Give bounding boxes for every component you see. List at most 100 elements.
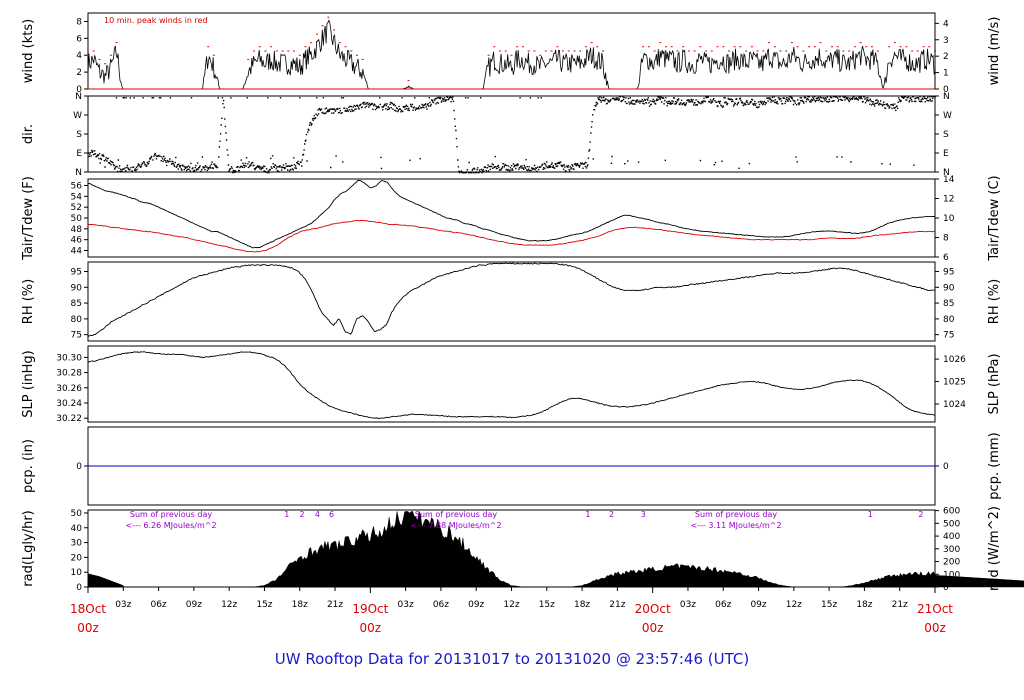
ytick-label-right-radiation: 300 — [943, 545, 960, 555]
ytick-label-right-radiation: 200 — [943, 558, 960, 568]
xtick-label: 06z — [715, 600, 731, 610]
ytick-label-right-temperature: 12 — [943, 195, 954, 205]
xtick-label: 12z — [221, 600, 237, 610]
ytick-label-pressure: 30.22 — [56, 414, 82, 424]
xtick-label: 09z — [186, 600, 202, 610]
xtick-label: 12z — [503, 600, 519, 610]
ylabel-temperature: Tair/Tdew (F) — [21, 176, 36, 261]
xtick-label: 03z — [680, 600, 696, 610]
ytick-label-right-temperature: 14 — [943, 175, 955, 185]
day-label-hour: 00z — [642, 621, 664, 635]
ytick-label-wind: 2 — [76, 68, 82, 78]
ytick-label-radiation: 0 — [76, 583, 82, 593]
panel-frame-pressure — [87, 345, 936, 423]
ytick-label-temperature: 50 — [71, 214, 83, 224]
ylabel-precipitation: pcp. (in) — [21, 439, 36, 493]
ytick-label-direction: N — [75, 92, 82, 102]
ytick-label-direction: E — [76, 149, 82, 159]
radiation-hour-marker: 2 — [300, 510, 305, 519]
ytick-label-right-radiation: 0 — [943, 583, 949, 593]
radiation-sum-value: <--- 7.88 MJoules/m^2 — [410, 521, 501, 530]
ytick-label-right-radiation: 400 — [943, 532, 960, 542]
day-label-hour: 00z — [360, 621, 382, 635]
ylabel-pressure: SLP (inHg) — [21, 350, 36, 418]
series-line-humidity-0 — [87, 262, 936, 337]
ytick-label-radiation: 50 — [71, 509, 83, 519]
xtick-label: 15z — [821, 600, 837, 610]
ylabel-right-radiation: rad (W/m^2) — [987, 506, 1002, 591]
xtick-label: 18z — [856, 600, 872, 610]
radiation-hour-marker: 4 — [315, 510, 320, 519]
ytick-label-right-direction: S — [943, 130, 949, 140]
ytick-label-right-wind: 1 — [943, 69, 949, 79]
ytick-label-temperature: 48 — [71, 225, 83, 235]
ylabel-humidity: RH (%) — [21, 279, 36, 324]
panel-frame-direction — [87, 95, 936, 173]
xtick-label: 21z — [327, 600, 343, 610]
ytick-label-temperature: 44 — [71, 247, 83, 257]
ytick-label-right-radiation: 600 — [943, 507, 960, 517]
xtick-label: 18z — [292, 600, 308, 610]
ytick-label-pressure: 30.28 — [56, 369, 82, 379]
ytick-label-right-temperature: 6 — [943, 253, 949, 263]
ytick-label-right-pressure: 1025 — [943, 378, 966, 388]
ytick-label-direction: S — [76, 130, 82, 140]
ytick-label-wind: 4 — [76, 51, 82, 61]
ytick-label-humidity: 85 — [71, 299, 82, 309]
day-label-hour: 00z — [77, 621, 99, 635]
series-line-temperature-Tdew — [87, 219, 936, 253]
ytick-label-pressure: 30.24 — [56, 399, 82, 409]
ytick-label-right-humidity: 95 — [943, 267, 954, 277]
ytick-label-right-direction: E — [943, 149, 949, 159]
radiation-hour-marker: 1 — [868, 510, 873, 519]
ytick-label-right-temperature: 8 — [943, 234, 949, 244]
radiation-sum-value: <--- 3.11 MJoules/m^2 — [690, 521, 781, 530]
ytick-label-direction: N — [75, 168, 82, 178]
panel-frame-radiation — [87, 509, 936, 588]
ytick-label-right-humidity: 90 — [943, 283, 955, 293]
xtick-label: 18z — [574, 600, 590, 610]
ytick-label-humidity: 90 — [71, 283, 83, 293]
ylabel-wind: wind (kts) — [21, 19, 36, 83]
radiation-hour-marker: 2 — [918, 510, 923, 519]
ytick-label-right-humidity: 80 — [943, 315, 955, 325]
xtick-label: 21z — [609, 600, 625, 610]
xtick-label: 03z — [115, 600, 131, 610]
ytick-label-radiation: 10 — [71, 568, 83, 578]
ylabel-radiation: rad(Lgly/hr) — [21, 510, 36, 586]
ytick-label-right-direction: N — [943, 168, 950, 178]
series-line-temperature-Tair — [87, 180, 936, 249]
day-label-date: 18Oct — [70, 602, 106, 616]
wind-annotation: 10 min. peak winds in red — [104, 16, 208, 25]
xtick-label: 06z — [433, 600, 449, 610]
ylabel-direction: dir. — [21, 124, 36, 144]
ytick-label-temperature: 46 — [71, 236, 83, 246]
panel-frame-temperature — [87, 178, 936, 258]
radiation-area-day-2 — [370, 563, 841, 588]
ytick-label-wind: 8 — [76, 17, 82, 27]
xtick-label: 06z — [150, 600, 166, 610]
xtick-label: 09z — [468, 600, 484, 610]
ytick-label-right-radiation: 100 — [943, 570, 960, 580]
radiation-hour-marker: 3 — [641, 510, 646, 519]
day-label-date: 19Oct — [352, 602, 388, 616]
ylabel-right-humidity: RH (%) — [987, 279, 1002, 324]
radiation-sum-label: Sum of previous day — [415, 510, 497, 519]
radiation-hour-marker: 6 — [329, 510, 334, 519]
radiation-hour-marker: 1 — [284, 510, 289, 519]
day-label-hour: 00z — [924, 621, 946, 635]
radiation-area-day-1 — [88, 510, 559, 588]
radiation-hour-marker: 1 — [585, 510, 590, 519]
xtick-label: 03z — [398, 600, 414, 610]
day-label-date: 21Oct — [917, 602, 953, 616]
ytick-label-right-wind: 0 — [943, 85, 949, 95]
peak-wind-marks — [87, 16, 936, 82]
ytick-label-humidity: 75 — [71, 331, 82, 341]
panel-frame-humidity — [87, 261, 936, 342]
ytick-label-temperature: 52 — [71, 203, 82, 213]
ytick-label-temperature: 54 — [71, 192, 83, 202]
ytick-label-humidity: 95 — [71, 267, 82, 277]
radiation-sum-value: <--- 6.26 MJoules/m^2 — [125, 521, 216, 530]
xtick-label: 09z — [750, 600, 766, 610]
